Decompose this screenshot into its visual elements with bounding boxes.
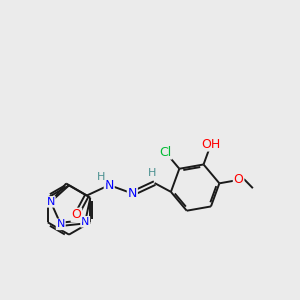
Text: OH: OH — [201, 138, 220, 151]
Text: N: N — [56, 219, 65, 229]
Text: N: N — [104, 178, 114, 192]
Text: N: N — [81, 217, 89, 227]
Text: O: O — [71, 208, 81, 221]
Text: N: N — [46, 197, 55, 207]
Text: N: N — [128, 187, 137, 200]
Text: O: O — [234, 173, 244, 186]
Text: H: H — [97, 172, 106, 182]
Text: H: H — [147, 169, 156, 178]
Text: Cl: Cl — [159, 146, 172, 159]
